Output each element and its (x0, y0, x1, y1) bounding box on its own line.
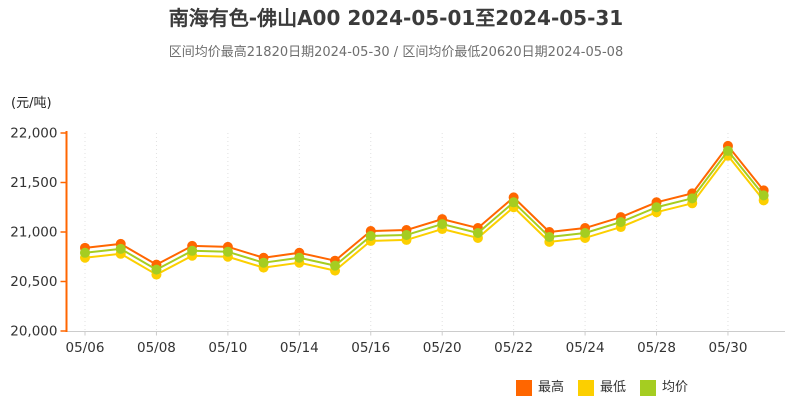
data-point-average[interactable] (330, 260, 341, 271)
data-point-average[interactable] (580, 227, 591, 238)
legend: 最高 最低 均价 (516, 380, 688, 396)
data-point-average[interactable] (187, 245, 198, 256)
x-tick-label: 05/06 (66, 340, 105, 356)
chart-title: 南海有色-佛山A00 2024-05-01至2024-05-31 (168, 6, 624, 30)
series-line-lowest (80, 150, 769, 280)
legend-swatch-lowest (578, 380, 595, 396)
y-tick-label: 20,000 (10, 324, 57, 340)
data-point-average[interactable] (508, 197, 519, 208)
data-point-average[interactable] (722, 145, 733, 156)
legend-label: 最高 (538, 380, 565, 395)
data-point-average[interactable] (258, 257, 269, 268)
x-tick-label: 05/20 (423, 340, 462, 356)
data-point-average[interactable] (651, 202, 662, 213)
data-point-average[interactable] (437, 219, 448, 230)
data-point-average[interactable] (758, 190, 769, 201)
x-tick-label: 05/30 (709, 340, 748, 356)
data-point-average[interactable] (472, 227, 483, 238)
data-point-average[interactable] (615, 217, 626, 228)
x-tick-label: 05/08 (137, 340, 176, 356)
y-axis-unit-label: (元/吨) (11, 96, 52, 111)
y-tick-label: 21,500 (10, 175, 57, 191)
x-tick-label: 05/14 (280, 340, 319, 356)
data-point-average[interactable] (80, 247, 90, 258)
x-tick-label: 05/10 (208, 340, 247, 356)
data-point-average[interactable] (294, 252, 305, 263)
legend-item-average[interactable]: 均价 (640, 380, 688, 396)
data-point-average[interactable] (222, 246, 233, 257)
data-point-average[interactable] (365, 230, 376, 241)
series-line-average (80, 145, 769, 275)
legend-swatch-highest (516, 380, 532, 396)
legend-label: 均价 (662, 380, 689, 395)
data-point-average[interactable] (401, 229, 412, 240)
x-tick-label: 05/28 (637, 340, 676, 356)
x-tick-label: 05/16 (351, 340, 390, 356)
data-point-average[interactable] (151, 264, 162, 275)
legend-swatch-average (640, 380, 657, 396)
y-axis: 20,000 20,500 21,000 21,500 22,000 (10, 126, 68, 340)
data-point-average[interactable] (687, 193, 698, 204)
data-point-average[interactable] (115, 243, 126, 254)
x-axis: 05/06 05/08 05/10 05/14 05/16 05/20 05/22 05/24… (66, 331, 785, 356)
y-tick-label: 21,000 (10, 225, 57, 241)
y-tick-label: 20,500 (10, 274, 57, 290)
legend-item-highest[interactable]: 最高 (516, 380, 564, 396)
data-point-average[interactable] (544, 231, 555, 242)
y-tick-label: 22,000 (10, 126, 57, 142)
x-tick-label: 05/22 (494, 340, 533, 356)
legend-item-lowest[interactable]: 最低 (578, 380, 626, 396)
chart-subtitle: 区间均价最高21820日期2024-05-30 / 区间均价最低20620日期2… (168, 45, 624, 60)
x-tick-label: 05/24 (566, 340, 605, 356)
legend-label: 最低 (600, 380, 627, 395)
